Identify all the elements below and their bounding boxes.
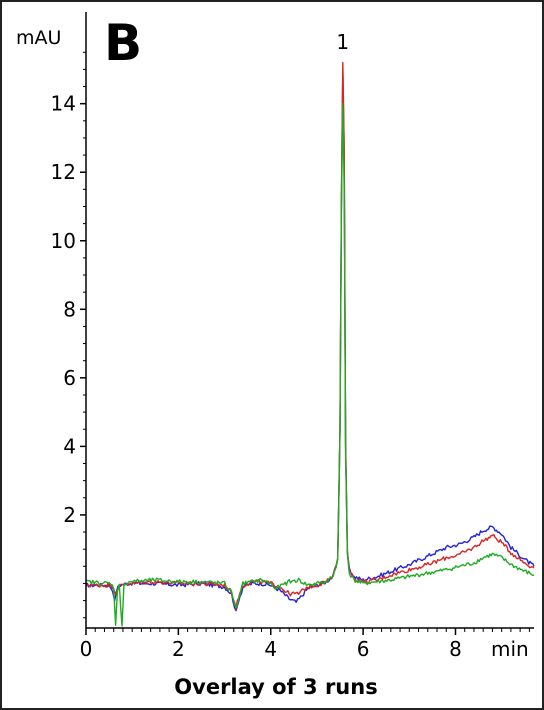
y-tick-label: 10 xyxy=(51,229,76,253)
trace-line-2 xyxy=(85,61,535,610)
peak-label: 1 xyxy=(336,30,349,54)
panel-label: B xyxy=(104,14,142,72)
figure-caption: Overlay of 3 runs xyxy=(174,675,377,699)
y-tick-label: 4 xyxy=(63,434,76,458)
y-axis-label: mAU xyxy=(16,27,61,49)
x-tick-label: 6 xyxy=(357,637,370,661)
trace-line-1 xyxy=(85,68,535,612)
x-tick-label: 2 xyxy=(172,637,185,661)
x-tick-label: 4 xyxy=(264,637,277,661)
x-tick-label: 0 xyxy=(80,637,93,661)
y-tick-label: 12 xyxy=(51,160,76,184)
y-tick-label: 14 xyxy=(51,92,76,116)
x-tick-label: 8 xyxy=(449,637,462,661)
y-tick-label: 2 xyxy=(63,503,76,527)
x-axis-label: min xyxy=(491,637,529,661)
y-tick-label: 8 xyxy=(63,297,76,321)
y-tick-label: 6 xyxy=(63,366,76,390)
trace-line-3 xyxy=(85,103,535,627)
traces-layer xyxy=(85,61,535,627)
ticks-layer xyxy=(80,51,530,635)
labels-layer: 2 4 6 8 10 12 14 0 2 4 6 8 1 xyxy=(51,30,462,661)
